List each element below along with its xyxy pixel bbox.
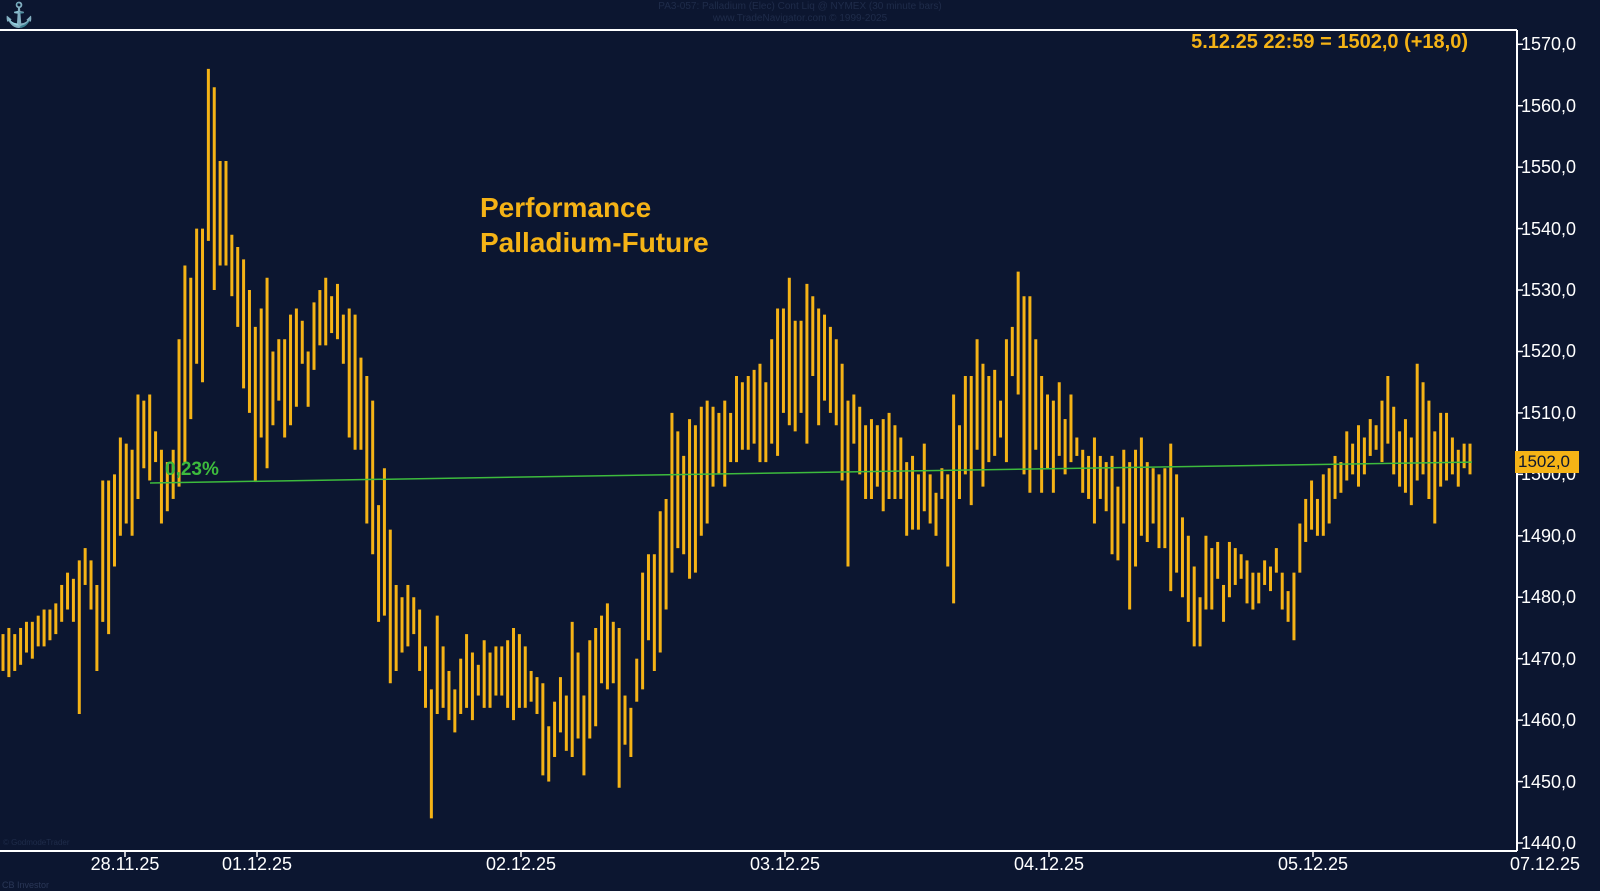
y-tick-label: 1540,0	[1521, 218, 1577, 239]
x-ticks	[124, 851, 1314, 857]
y-tick-label: 1460,0	[1521, 710, 1577, 731]
y-tick-label: 1560,0	[1521, 95, 1577, 116]
y-tick-label: 1450,0	[1521, 771, 1577, 792]
ohlc-bars	[1, 68, 1472, 819]
performance-label: 0,23%	[165, 459, 219, 480]
x-tick-label: 04.12.25	[1013, 854, 1085, 874]
y-tick-label: 1440,0	[1521, 833, 1577, 853]
annotation-line-2: Palladium-Future	[480, 227, 709, 258]
x-tick-label: 01.12.25	[221, 854, 293, 874]
y-tick-label: 1570,0	[1521, 34, 1577, 55]
annotation-line-1: Performance	[480, 192, 652, 223]
chart-header-copyright: www.TradeNavigator.com © 1999-2025	[712, 13, 888, 24]
y-tick-label: 1550,0	[1521, 157, 1577, 178]
y-tick-label: 1470,0	[1521, 648, 1577, 669]
y-tick-label: 1510,0	[1521, 402, 1577, 423]
x-tick-label: 02.12.25	[485, 854, 557, 874]
last-price-readout: 5.12.25 22:59 = 1502,0 (+18,0)	[1191, 31, 1468, 53]
x-tick-label: 03.12.25	[749, 854, 821, 874]
y-tick-label: 1530,0	[1521, 280, 1577, 301]
performance-line	[149, 461, 1473, 484]
last-price-tag: 1502,0	[1515, 451, 1579, 474]
x-tick-label: 07.12.25	[1509, 854, 1581, 874]
chart-header-title: PA3-057: Palladium (Elec) Cont Liq @ NYM…	[658, 1, 942, 12]
y-tick-label: 1480,0	[1521, 587, 1577, 608]
anchor-icon: ⚓	[4, 2, 34, 29]
chart-annotation-title: Performance Palladium-Future	[480, 190, 709, 260]
x-tick-label: 28.11.25	[90, 854, 160, 874]
x-tick-label: 05.12.25	[1277, 854, 1349, 874]
y-tick-label: 1520,0	[1521, 341, 1577, 362]
chart-copyright: © GodmodeTrader	[3, 838, 70, 847]
y-tick-label: 1490,0	[1521, 525, 1577, 546]
brand-watermark: CB Investor	[2, 880, 50, 890]
y-ticks	[1517, 43, 1523, 844]
